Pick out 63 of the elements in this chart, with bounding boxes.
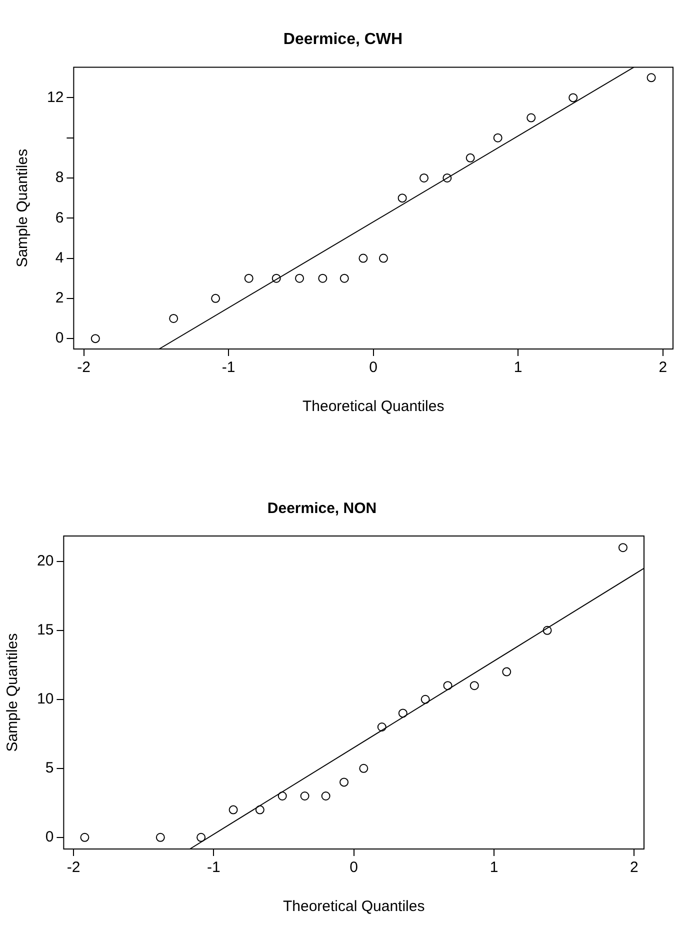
y-tick-label: 20	[36, 552, 54, 570]
y-axis-title: Sample Quantiles	[14, 148, 32, 268]
x-tick-label: 0	[369, 359, 378, 376]
y-tick-label: 4	[55, 249, 64, 266]
point	[255, 805, 264, 814]
y-tick-label: 10	[36, 690, 54, 708]
y-tick-label: 2	[55, 290, 64, 307]
point	[502, 667, 512, 676]
point	[470, 681, 479, 690]
point	[340, 274, 349, 283]
point	[359, 764, 368, 773]
point	[466, 153, 475, 162]
point	[443, 681, 452, 690]
point	[340, 778, 349, 787]
point	[318, 274, 328, 283]
y-tick-label: 12	[46, 88, 64, 106]
point	[493, 133, 502, 142]
point	[244, 274, 254, 283]
point	[300, 792, 310, 801]
y-tick-label: 0	[55, 330, 64, 347]
point	[420, 694, 430, 704]
x-tick-label: -1	[222, 359, 236, 376]
y-tick-label: 5	[45, 760, 54, 777]
point	[542, 626, 552, 635]
x-tick-label: -2	[77, 359, 90, 376]
x-tick-label: 2	[630, 859, 638, 876]
x-axis-title: Theoretical Quantiles	[302, 398, 444, 416]
point	[169, 314, 178, 323]
point	[278, 792, 287, 801]
point	[80, 832, 90, 842]
x-tick-label: -2	[66, 859, 80, 876]
point	[272, 274, 281, 283]
x-tick-label: 1	[490, 859, 498, 876]
chart-title: Deermice, CWH	[283, 31, 403, 48]
y-tick-label: 6	[55, 209, 64, 226]
chart-title: Deermice, NON	[267, 500, 377, 518]
y-tick-label: 8	[55, 169, 64, 186]
point	[646, 73, 656, 82]
point	[568, 93, 578, 102]
point	[211, 294, 220, 303]
point	[442, 173, 452, 182]
point	[378, 254, 388, 263]
x-tick-label: 1	[514, 359, 522, 376]
point	[156, 832, 165, 842]
point	[295, 274, 304, 283]
point	[90, 334, 100, 344]
point	[618, 543, 628, 552]
point	[398, 708, 408, 718]
y-tick-label: 15	[36, 622, 54, 639]
x-tick-label: 0	[350, 859, 358, 876]
point	[321, 792, 330, 801]
y-tick-label: 0	[45, 828, 54, 846]
point	[196, 832, 206, 842]
point	[526, 113, 536, 122]
x-axis-title: Theoretical Quantiles	[282, 898, 425, 916]
point	[377, 722, 386, 732]
y-axis-title: Sample Quantiles	[4, 633, 22, 752]
x-tick-label: 2	[658, 359, 668, 376]
point	[228, 805, 238, 814]
point	[398, 194, 407, 203]
x-tick-label: -1	[207, 859, 220, 876]
point	[420, 173, 429, 182]
point	[358, 254, 368, 263]
